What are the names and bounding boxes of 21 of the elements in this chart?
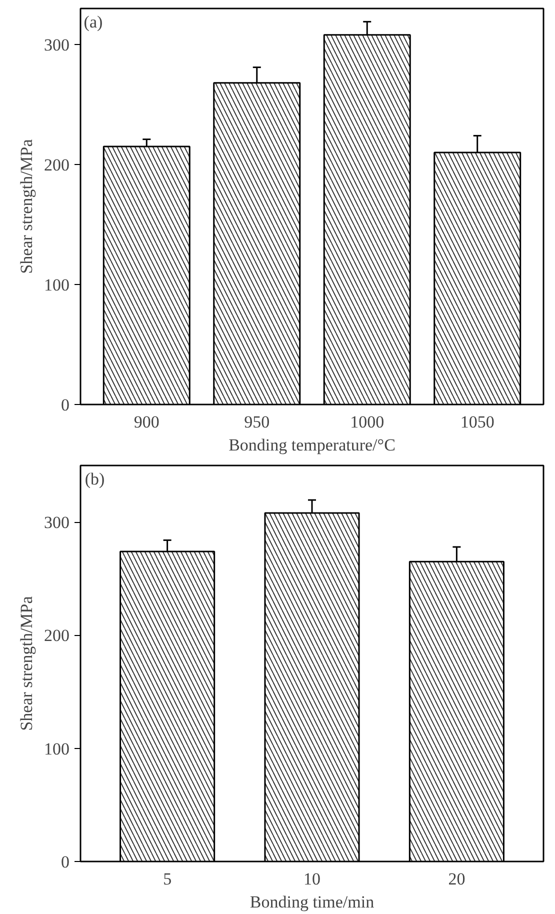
chart-title: (b) <box>84 470 105 488</box>
x-tick-label: 5 <box>163 870 172 888</box>
x-axis-title: Bonding temperature/°C <box>228 436 396 454</box>
x-axis-title: Bonding time/min <box>250 892 375 912</box>
y-tick-label: 100 <box>44 739 70 758</box>
y-tick-label: 0 <box>61 852 70 872</box>
y-axis-title: Shear strength/MPa <box>17 596 36 731</box>
x-tick-label: 20 <box>448 870 466 888</box>
x-tick-label: 900 <box>134 412 160 432</box>
y-tick-label: 0 <box>61 396 70 414</box>
y-tick-label: 300 <box>44 36 70 54</box>
y-tick-label: 300 <box>44 513 70 532</box>
x-tick-label: 1050 <box>460 412 494 432</box>
y-axis-title: Shear strength/MPa <box>17 138 36 274</box>
y-tick-label: 200 <box>44 156 70 174</box>
x-tick-label: 1000 <box>350 412 384 432</box>
x-tick-label: 950 <box>244 412 270 432</box>
y-tick-label: 100 <box>44 276 70 294</box>
chart-title: (a) <box>84 12 103 32</box>
x-tick-label: 10 <box>304 870 320 888</box>
y-tick-label: 200 <box>44 626 70 646</box>
